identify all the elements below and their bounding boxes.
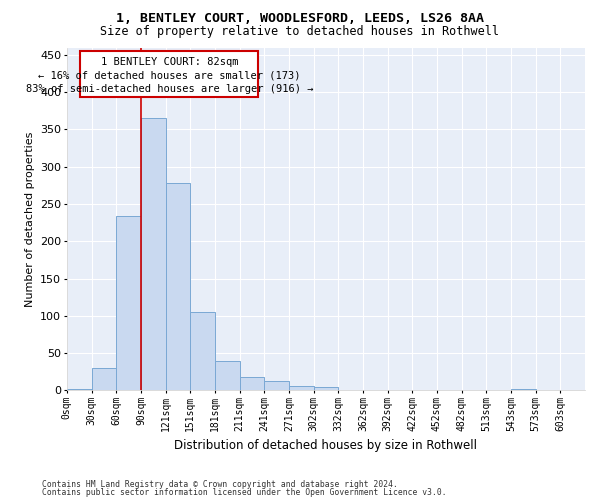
Bar [239,377,264,390]
Text: 1 BENTLEY COURT: 82sqm: 1 BENTLEY COURT: 82sqm [101,57,238,67]
Text: ← 16% of detached houses are smaller (173): ← 16% of detached houses are smaller (17… [38,70,301,81]
Text: Size of property relative to detached houses in Rothwell: Size of property relative to detached ho… [101,25,499,38]
Text: 83% of semi-detached houses are larger (916) →: 83% of semi-detached houses are larger (… [26,84,313,94]
Text: Contains public sector information licensed under the Open Government Licence v3: Contains public sector information licen… [42,488,446,497]
Bar [264,382,289,390]
Bar [92,368,116,390]
Text: 1, BENTLEY COURT, WOODLESFORD, LEEDS, LS26 8AA: 1, BENTLEY COURT, WOODLESFORD, LEEDS, LS… [116,12,484,26]
Bar [67,389,92,390]
Bar [166,183,190,390]
Bar [314,386,338,390]
Bar [141,118,166,390]
Text: Contains HM Land Registry data © Crown copyright and database right 2024.: Contains HM Land Registry data © Crown c… [42,480,398,489]
FancyBboxPatch shape [80,51,258,98]
Bar [190,312,215,390]
Bar [289,386,314,390]
Bar [511,389,536,390]
X-axis label: Distribution of detached houses by size in Rothwell: Distribution of detached houses by size … [175,440,478,452]
Bar [116,216,141,390]
Y-axis label: Number of detached properties: Number of detached properties [25,131,35,306]
Bar [215,360,239,390]
